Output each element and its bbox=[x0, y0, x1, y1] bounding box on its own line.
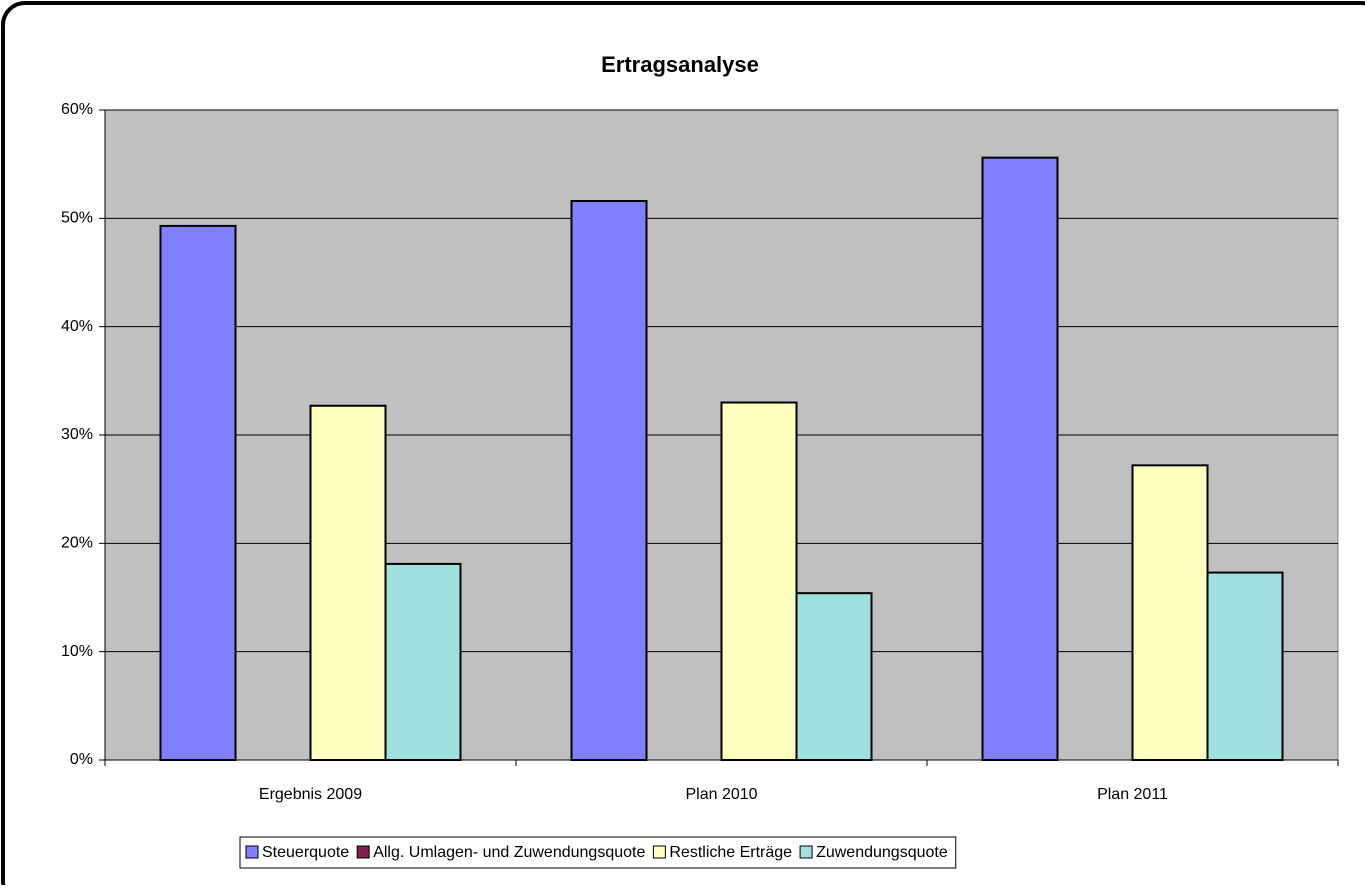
legend-swatch bbox=[799, 845, 813, 859]
bar bbox=[159, 224, 237, 761]
chart-title: Ertragsanalyse bbox=[601, 52, 759, 77]
legend-swatch bbox=[652, 845, 666, 859]
bar bbox=[570, 200, 648, 761]
x-tick-label: Plan 2011 bbox=[1097, 786, 1168, 803]
y-tick-label: 0% bbox=[70, 751, 93, 768]
y-tick-label: 30% bbox=[61, 426, 93, 443]
x-tick-label: Plan 2010 bbox=[685, 786, 757, 803]
y-tick-label: 60% bbox=[61, 101, 93, 118]
y-tick-label: 10% bbox=[61, 643, 93, 660]
y-tick-label: 40% bbox=[61, 318, 93, 335]
y-tick-label: 20% bbox=[61, 535, 93, 552]
legend-label: Allg. Umlagen- und Zuwendungsquote bbox=[373, 844, 645, 861]
legend-label: Steuerquote bbox=[262, 844, 349, 861]
bar bbox=[1206, 571, 1284, 761]
bar bbox=[384, 562, 462, 762]
legend-swatch bbox=[245, 845, 259, 859]
bar bbox=[795, 592, 873, 762]
y-tick-label: 50% bbox=[61, 210, 93, 227]
legend-swatch bbox=[356, 845, 370, 859]
bar bbox=[1131, 464, 1209, 761]
bar bbox=[309, 404, 387, 761]
bar bbox=[981, 156, 1059, 761]
bar bbox=[720, 401, 798, 761]
legend-label: Restliche Erträge bbox=[669, 844, 792, 861]
legend-label: Zuwendungsquote bbox=[816, 844, 948, 861]
x-tick-label: Ergebnis 2009 bbox=[259, 786, 362, 803]
